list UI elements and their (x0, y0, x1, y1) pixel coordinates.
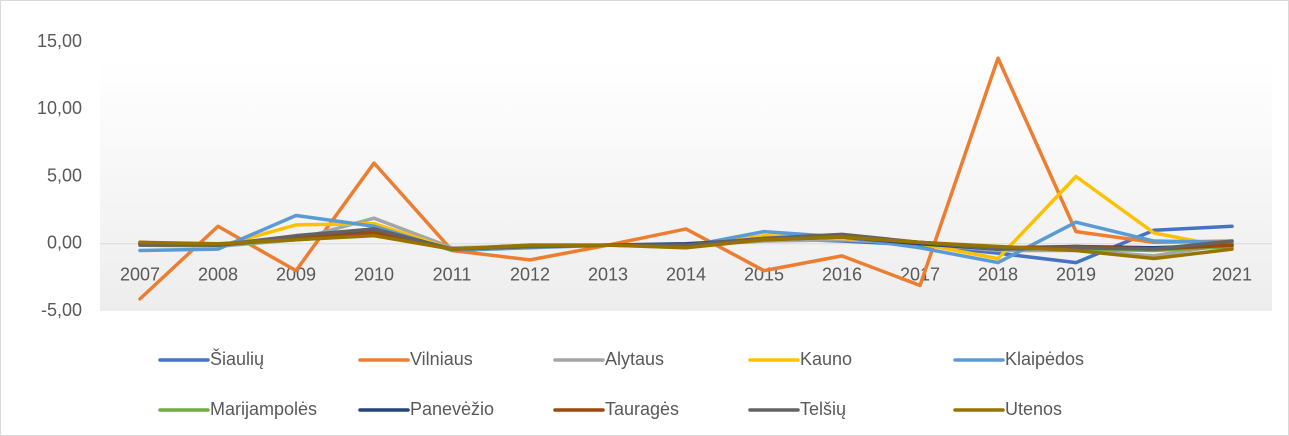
legend-label: Utenos (1005, 399, 1062, 419)
y-tick-label: 15,00 (37, 31, 82, 51)
y-tick-label: -5,00 (41, 300, 82, 320)
y-tick-label: 10,00 (37, 98, 82, 118)
legend-label: Panevėžio (410, 399, 494, 419)
legend-label: Tauragės (605, 399, 679, 419)
x-tick-label: 2010 (354, 265, 394, 285)
x-tick-label: 2016 (822, 265, 862, 285)
x-tick-label: 2012 (510, 265, 550, 285)
legend-label: Alytaus (605, 349, 664, 369)
x-tick-label: 2017 (900, 265, 940, 285)
legend-label: Marijampolės (210, 399, 317, 419)
x-tick-label: 2014 (666, 265, 706, 285)
legend-label: Vilniaus (410, 349, 473, 369)
x-tick-label: 2007 (120, 265, 160, 285)
x-tick-label: 2020 (1134, 265, 1174, 285)
legend-label: Kauno (800, 349, 852, 369)
y-tick-label: 0,00 (47, 233, 82, 253)
x-tick-label: 2021 (1212, 265, 1252, 285)
x-tick-label: 2013 (588, 265, 628, 285)
series-line (138, 233, 1234, 261)
legend-label: Šiaulių (210, 348, 264, 369)
x-tick-label: 2011 (433, 265, 472, 285)
x-tick-label: 2018 (978, 265, 1018, 285)
legend-label: Telšių (800, 399, 846, 419)
x-tick-label: 2019 (1056, 265, 1096, 285)
y-tick-label: 5,00 (47, 165, 82, 185)
x-tick-label: 2008 (198, 265, 238, 285)
legend-label: Klaipėdos (1005, 349, 1084, 369)
x-tick-label: 2009 (276, 265, 316, 285)
